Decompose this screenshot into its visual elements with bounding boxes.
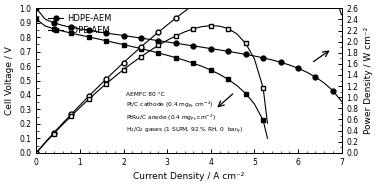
HDPE-AEM (139, 37, 143, 39)
LDPE-AEM (60, 30, 65, 32)
LDPE-AEM (78, 34, 82, 36)
HDPE-AEM (43, 18, 47, 20)
Text: AEMFC 80 °C
Pt/C cathode (0.4 mg$_\mathregular{Pt}$ cm$^{-2}$)
PtRu/C anode (0.4: AEMFC 80 °C Pt/C cathode (0.4 mg$_\mathr… (126, 92, 243, 136)
HDPE-AEM (322, 82, 327, 84)
LDPE-AEM (69, 32, 74, 34)
HDPE-AEM (243, 53, 248, 56)
HDPE-AEM (261, 57, 265, 59)
HDPE-AEM (95, 31, 100, 33)
LDPE-AEM (156, 52, 161, 54)
LDPE-AEM (165, 54, 169, 56)
HDPE-AEM (113, 33, 117, 36)
HDPE-AEM (60, 24, 65, 27)
LDPE-AEM (113, 42, 117, 44)
LDPE-AEM (226, 78, 231, 81)
Y-axis label: Cell Voltage / V: Cell Voltage / V (5, 46, 14, 115)
HDPE-AEM (235, 52, 239, 54)
HDPE-AEM (226, 50, 231, 52)
HDPE-AEM (87, 29, 91, 32)
LDPE-AEM (43, 25, 47, 27)
HDPE-AEM (252, 55, 257, 57)
HDPE-AEM (200, 46, 204, 48)
LDPE-AEM (130, 46, 135, 48)
LDPE-AEM (174, 57, 178, 59)
LDPE-AEM (34, 18, 39, 20)
LDPE-AEM (200, 65, 204, 68)
HDPE-AEM (147, 38, 152, 41)
HDPE-AEM (287, 64, 291, 66)
LDPE-AEM (243, 92, 248, 95)
HDPE-AEM (121, 34, 126, 37)
LDPE-AEM (147, 50, 152, 52)
LDPE-AEM (265, 137, 270, 139)
HDPE-AEM (296, 67, 300, 69)
LDPE-AEM (261, 119, 265, 121)
HDPE-AEM (182, 44, 187, 46)
X-axis label: Current Density / A cm⁻²: Current Density / A cm⁻² (133, 172, 245, 181)
LDPE-AEM (104, 40, 108, 42)
HDPE-AEM (130, 36, 135, 38)
HDPE-AEM (34, 7, 39, 9)
HDPE-AEM (304, 71, 309, 73)
HDPE-AEM (69, 26, 74, 28)
HDPE-AEM (78, 28, 82, 30)
HDPE-AEM (51, 22, 56, 24)
LDPE-AEM (252, 103, 257, 105)
LDPE-AEM (235, 84, 239, 87)
HDPE-AEM (313, 76, 318, 78)
HDPE-AEM (156, 40, 161, 42)
LDPE-AEM (95, 38, 100, 40)
LDPE-AEM (217, 73, 222, 76)
LDPE-AEM (209, 69, 213, 71)
Line: HDPE-AEM: HDPE-AEM (34, 6, 344, 104)
HDPE-AEM (217, 49, 222, 51)
Line: LDPE-AEM: LDPE-AEM (34, 17, 270, 141)
HDPE-AEM (104, 32, 108, 34)
HDPE-AEM (270, 59, 274, 61)
LDPE-AEM (87, 36, 91, 38)
LDPE-AEM (191, 62, 196, 64)
LDPE-AEM (139, 47, 143, 50)
Legend: HDPE-AEM, LDPE-AEM: HDPE-AEM, LDPE-AEM (46, 12, 113, 36)
HDPE-AEM (278, 61, 283, 63)
LDPE-AEM (121, 44, 126, 46)
LDPE-AEM (182, 59, 187, 61)
Y-axis label: Power Density / W cm⁻²: Power Density / W cm⁻² (364, 27, 373, 134)
LDPE-AEM (51, 28, 56, 30)
HDPE-AEM (331, 89, 335, 92)
HDPE-AEM (174, 42, 178, 44)
HDPE-AEM (339, 100, 344, 103)
HDPE-AEM (209, 47, 213, 50)
HDPE-AEM (165, 41, 169, 43)
HDPE-AEM (191, 45, 196, 47)
